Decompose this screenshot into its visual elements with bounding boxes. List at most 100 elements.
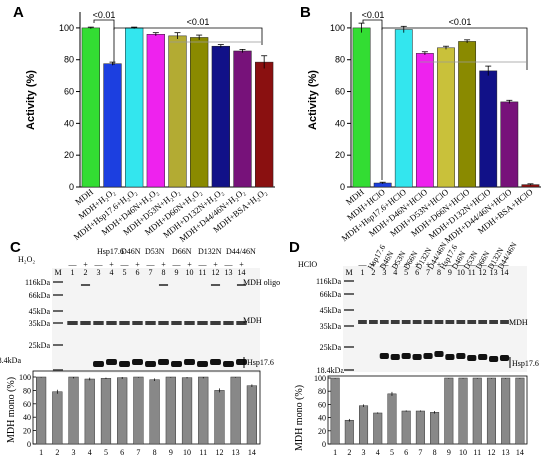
panel-a-activity-h2o2: A Activity (%) 0 20 40 60 80 100 MDHMDH+H₂O₂M…	[13, 4, 275, 244]
marker-band	[344, 369, 354, 371]
panel-d-yticks: 0 20 40 60 80 100	[314, 374, 331, 449]
hsp-band	[132, 359, 143, 365]
bar	[168, 35, 187, 188]
marker-label: 66kDa	[320, 290, 342, 299]
hsp-band	[184, 359, 195, 365]
oligo-band	[158, 284, 169, 286]
quant-bar	[444, 377, 454, 445]
quant-bar	[401, 410, 411, 445]
oligo-band	[236, 284, 247, 286]
mdh-band	[369, 320, 378, 324]
bar	[233, 50, 252, 188]
group-label: D66N	[172, 247, 192, 256]
marker-lane-label: M	[345, 268, 352, 277]
group-label: Hsp17.6	[97, 247, 124, 256]
hsp-band	[401, 353, 411, 359]
y-tick-label: 60	[64, 87, 74, 97]
treatment-sign: +	[426, 260, 431, 269]
marker-band	[344, 346, 354, 348]
y-tick-label: 0	[27, 440, 31, 449]
lane-number: 7	[418, 448, 422, 457]
panel-a-sig-bracket-1	[93, 19, 115, 65]
bar	[500, 101, 519, 188]
gel-lane-number: 13	[490, 268, 498, 277]
treatment-sign: —	[357, 260, 367, 269]
group-label: D46N	[121, 247, 141, 256]
quant-bar	[486, 377, 496, 445]
y-tick-label: 80	[64, 55, 74, 65]
y-tick-label: 0	[69, 182, 74, 192]
marker-band	[53, 344, 63, 346]
lane-number: 13	[502, 448, 510, 457]
gel-lane-number: 4	[110, 268, 114, 277]
marker-label: 116kDa	[25, 278, 50, 287]
panel-c-letter: C	[10, 239, 21, 256]
mdh-band	[379, 320, 389, 324]
mdh-band	[390, 320, 400, 324]
panel-c-ylabel: MDH mono (%)	[6, 377, 17, 443]
quant-bar	[117, 377, 128, 445]
mdh-band	[119, 321, 130, 325]
hsp-band	[489, 356, 499, 362]
lane-number: 11	[199, 448, 207, 457]
treatment-sign: —	[500, 260, 510, 269]
treatment-sign: +	[109, 260, 114, 269]
quant-bar	[415, 410, 425, 445]
panel-d-gel-lanes	[344, 280, 354, 371]
mdh-band	[358, 320, 367, 324]
bar	[81, 27, 100, 188]
group-label: D132N	[198, 247, 222, 256]
mdh-band	[184, 321, 195, 325]
panel-d-band-hsp: Hsp17.6	[512, 359, 539, 368]
treatment-sign: +	[135, 260, 140, 269]
panel-c-marker-label-6: 18.4kDa	[0, 356, 21, 365]
bar	[352, 27, 371, 188]
mdh-band	[106, 321, 117, 325]
hsp-band	[171, 361, 182, 367]
gel-lane-number: 3	[382, 268, 386, 277]
marker-label: 35kDa	[320, 322, 342, 331]
panel-b-yticks: 0 20 40 60 80 100	[330, 23, 351, 192]
treatment-sign: —	[172, 260, 182, 269]
mdh-band	[434, 320, 444, 324]
hsp-band	[434, 351, 444, 357]
hsp-band	[467, 355, 477, 361]
panel-c-plot-frame	[32, 370, 261, 445]
panel-d-ylabel: MDH mono (%)	[294, 385, 305, 451]
mdh-band	[223, 321, 234, 325]
gel-lane-number: 11	[468, 268, 476, 277]
treatment-sign: +	[83, 260, 88, 269]
treatment-sign: +	[393, 260, 398, 269]
gel-lane-number: 1	[360, 268, 364, 277]
lane-number: 4	[88, 448, 92, 457]
gel-lane-number: 12	[212, 268, 220, 277]
mdh-band	[489, 320, 498, 324]
mdh-band	[500, 320, 509, 324]
panel-b-letter: B	[300, 4, 311, 21]
hsp-band	[499, 355, 510, 361]
quant-bar	[373, 412, 383, 445]
panel-c-marker-labels: 116kDa 66kDa 45kDa 35kDa 25kDa	[25, 278, 50, 350]
marker-label: 116kDa	[316, 277, 341, 286]
hsp-band	[119, 361, 130, 367]
panel-d-band-mdh: MDH	[509, 318, 528, 327]
lane-number: 4	[376, 448, 380, 457]
marker-label: 35kDa	[29, 319, 51, 328]
gel-lane-number: 6	[415, 268, 419, 277]
mdh-band	[423, 320, 433, 324]
hsp-band	[210, 359, 221, 365]
y-tick-label: 40	[335, 118, 345, 128]
mdh-band	[445, 320, 455, 324]
quant-bar	[387, 393, 397, 445]
lane-number: 6	[404, 448, 408, 457]
panel-a-letter: A	[13, 4, 24, 21]
gel-lane-number: 7	[149, 268, 153, 277]
gel-lane-number: 14	[238, 268, 246, 277]
mdh-band	[236, 321, 247, 325]
y-tick-label: 60	[335, 87, 345, 97]
group-label: D53N	[145, 247, 165, 256]
lane-number: 6	[120, 448, 124, 457]
quant-bar	[246, 385, 258, 445]
treatment-sign: +	[437, 260, 442, 269]
